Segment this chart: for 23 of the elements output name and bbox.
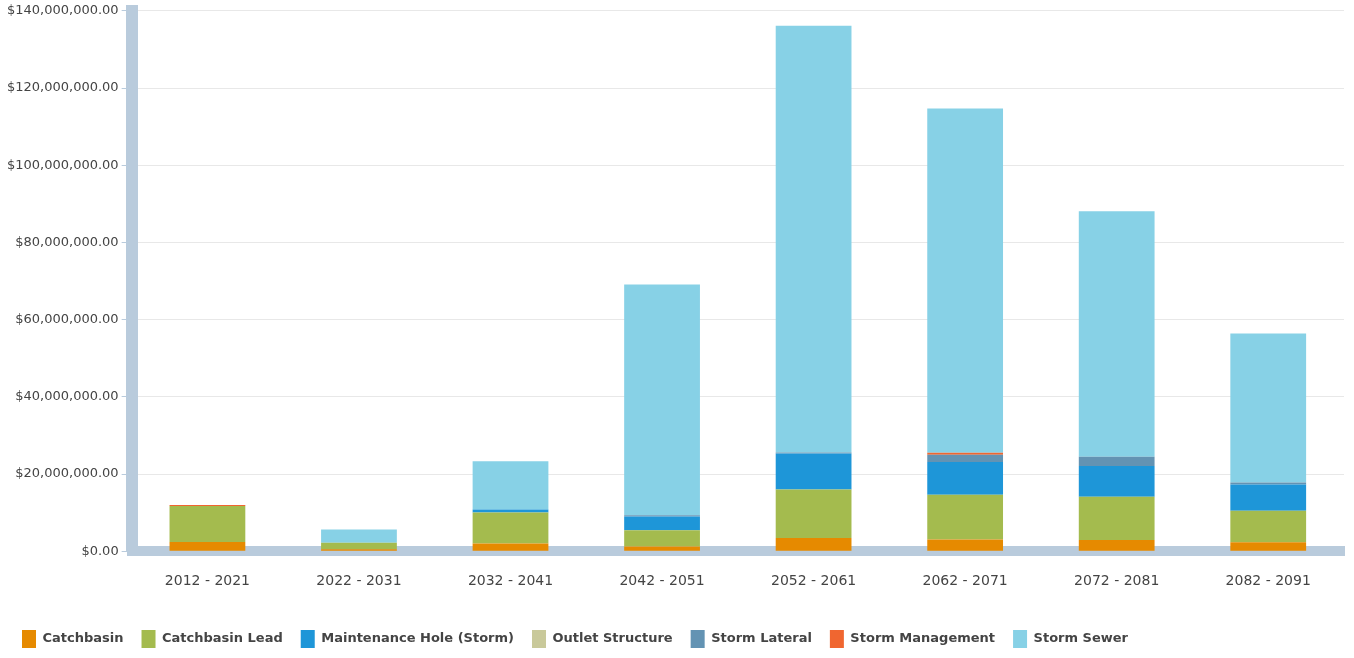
- legend-label: Storm Lateral: [711, 630, 812, 646]
- x-tick-label: 2012 - 2021: [164, 572, 251, 589]
- legend-label: Catchbasin Lead: [162, 630, 283, 646]
- y-tick-label: $40,000,000.00: [15, 388, 119, 404]
- y-tick-label: $120,000,000.00: [6, 79, 119, 95]
- legend-label: Maintenance Hole (Storm): [321, 630, 514, 646]
- x-tick-label: 2032 - 2041: [467, 572, 554, 589]
- y-tick-label: $60,000,000.00: [15, 310, 119, 326]
- y-tick-label: $0.00: [81, 542, 119, 558]
- x-tick-label: 2022 - 2031: [316, 572, 402, 589]
- x-tick-label: 2052 - 2061: [770, 572, 857, 589]
- y-tick-label: $100,000,000.00: [6, 156, 119, 172]
- legend-label: Storm Sewer: [1033, 630, 1129, 646]
- x-tick-label: 2062 - 2071: [922, 572, 1008, 589]
- y-tick-label: $140,000,000.00: [6, 2, 119, 18]
- x-tick-label: 2082 - 2091: [1225, 572, 1311, 589]
- x-tick-label: 2042 - 2051: [619, 572, 705, 589]
- x-tick-label: 2072 - 2081: [1074, 572, 1160, 589]
- y-tick-label: $20,000,000.00: [15, 465, 119, 481]
- legend-label: Outlet Structure: [552, 630, 673, 646]
- legend-label: Storm Management: [850, 630, 996, 646]
- y-tick-label: $80,000,000.00: [15, 233, 119, 249]
- legend-label: Catchbasin: [42, 630, 124, 646]
